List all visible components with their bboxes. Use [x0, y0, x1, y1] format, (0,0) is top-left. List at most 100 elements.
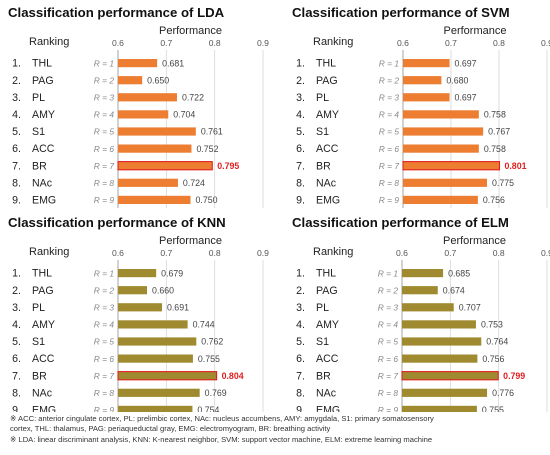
r-label: R = 9 [378, 405, 399, 412]
category-label: EMG [316, 405, 340, 413]
value-label: 0.650 [147, 75, 169, 85]
bar [118, 76, 143, 85]
value-label: 0.691 [167, 303, 189, 313]
value-label: 0.795 [217, 161, 239, 171]
bar [402, 303, 454, 312]
value-label: 0.756 [482, 354, 504, 364]
value-label: 0.681 [162, 58, 184, 68]
r-label: R = 9 [379, 195, 400, 205]
bar [402, 161, 501, 171]
value-label: 0.697 [455, 93, 477, 103]
rank-number: 3. [296, 302, 305, 314]
value-label: 0.697 [455, 58, 477, 68]
rank-number: 1. [296, 268, 305, 280]
category-label: S1 [316, 336, 329, 348]
tick-label: 0.7 [445, 38, 457, 48]
tick-label: 0.9 [541, 38, 550, 48]
tick-label: 0.8 [209, 248, 221, 258]
rank-number: 5. [296, 336, 305, 348]
rank-number: 1. [296, 58, 305, 70]
category-label: PAG [316, 75, 338, 87]
value-label: 0.680 [446, 75, 468, 85]
value-label: 0.685 [448, 268, 470, 278]
bar [402, 337, 482, 346]
chart-panel-1: Classification performance of LDA Perform… [8, 5, 269, 208]
bar [118, 388, 200, 397]
value-label: 0.755 [198, 354, 220, 364]
value-label: 0.756 [483, 195, 505, 205]
rank-number: 7. [296, 160, 305, 172]
category-label: NAc [32, 177, 53, 189]
bar [118, 337, 197, 346]
tick-label: 0.6 [397, 38, 409, 48]
rank-number: 2. [12, 75, 21, 87]
category-label: ACC [32, 353, 55, 365]
category-label: AMY [316, 109, 339, 121]
r-label: R = 6 [94, 144, 115, 154]
r-label: R = 6 [379, 144, 400, 154]
rank-number: 8. [12, 387, 21, 399]
value-label: 0.804 [222, 371, 244, 381]
value-label: 0.762 [201, 337, 223, 347]
rank-number: 8. [12, 177, 21, 189]
footnote-line-1: ※ ACC: anterior cingulate cortex, PL: pr… [10, 414, 434, 423]
rank-number: 1. [12, 268, 21, 280]
ranking-header: Ranking [313, 36, 353, 48]
category-label: BR [316, 160, 331, 172]
r-label: R = 3 [379, 93, 400, 103]
tick-label: 0.8 [493, 38, 505, 48]
value-label: 0.754 [197, 405, 219, 412]
bar [118, 127, 196, 136]
r-label: R = 1 [94, 268, 114, 278]
footnote-line-3: ※ LDA: linear discriminant analysis, KNN… [10, 434, 433, 444]
bar [402, 388, 488, 397]
category-label: NAc [316, 177, 337, 189]
bar [403, 144, 479, 153]
rank-number: 4. [12, 109, 21, 121]
tick-label: 0.7 [444, 248, 456, 258]
rank-number: 2. [12, 285, 21, 297]
tick-label: 0.8 [209, 38, 221, 48]
chart-panel-2: Classification performance of SVM Perform… [292, 5, 550, 208]
r-label: R = 2 [378, 285, 399, 295]
category-label: AMY [32, 319, 55, 331]
tick-label: 0.9 [257, 248, 269, 258]
rank-number: 4. [296, 109, 305, 121]
tick-label: 0.7 [160, 248, 172, 258]
r-label: R = 8 [94, 388, 115, 398]
category-label: BR [316, 370, 331, 382]
bar [118, 320, 188, 329]
tick-label: 0.9 [541, 248, 550, 258]
category-label: ACC [316, 143, 339, 155]
bar [118, 405, 193, 412]
r-label: R = 7 [378, 371, 399, 381]
x-axis-label: Performance [159, 25, 222, 37]
tick-label: 0.7 [160, 38, 172, 48]
r-label: R = 8 [379, 178, 400, 188]
r-label: R = 2 [94, 285, 115, 295]
rank-number: 2. [296, 285, 305, 297]
category-label: S1 [316, 126, 329, 138]
tick-label: 0.6 [396, 248, 408, 258]
bar [402, 405, 477, 412]
value-label: 0.679 [161, 268, 183, 278]
category-label: PL [32, 92, 45, 104]
r-label: R = 8 [378, 388, 399, 398]
rank-number: 9. [296, 195, 305, 207]
rank-number: 4. [296, 319, 305, 331]
r-label: R = 3 [94, 303, 115, 313]
r-label: R = 5 [379, 127, 400, 137]
bar [118, 93, 177, 102]
bar [118, 286, 147, 295]
value-label: 0.704 [173, 110, 195, 120]
chart-panel-3: Classification performance of KNN Perform… [8, 215, 269, 412]
r-label: R = 9 [94, 405, 115, 412]
value-label: 0.750 [196, 195, 218, 205]
value-label: 0.775 [492, 178, 514, 188]
r-label: R = 9 [94, 195, 115, 205]
category-label: AMY [32, 109, 55, 121]
r-label: R = 6 [378, 354, 399, 364]
rank-number: 3. [296, 92, 305, 104]
rank-number: 7. [12, 370, 21, 382]
rank-number: 4. [12, 319, 21, 331]
